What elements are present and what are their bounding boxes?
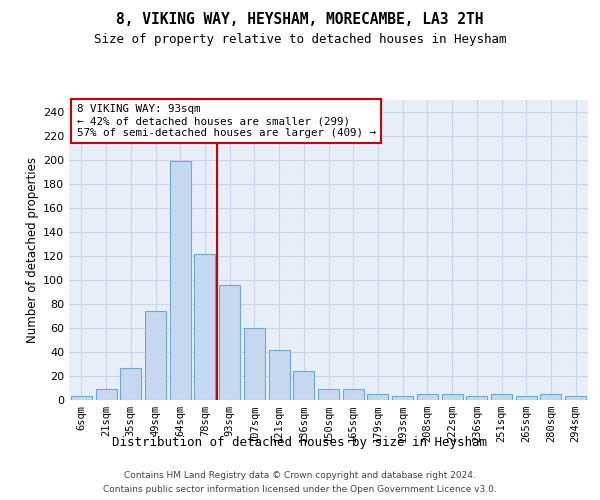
- Bar: [343, 389, 364, 400]
- Text: Size of property relative to detached houses in Heysham: Size of property relative to detached ho…: [94, 32, 506, 46]
- Bar: [194, 254, 215, 400]
- Bar: [120, 368, 141, 400]
- Bar: [318, 389, 339, 400]
- Text: 8, VIKING WAY, HEYSHAM, MORECAMBE, LA3 2TH: 8, VIKING WAY, HEYSHAM, MORECAMBE, LA3 2…: [116, 12, 484, 28]
- Bar: [244, 328, 265, 400]
- Bar: [71, 396, 92, 400]
- Bar: [293, 371, 314, 400]
- Y-axis label: Number of detached properties: Number of detached properties: [26, 157, 39, 343]
- Bar: [170, 161, 191, 400]
- Bar: [392, 396, 413, 400]
- Bar: [516, 396, 537, 400]
- Bar: [269, 350, 290, 400]
- Bar: [367, 394, 388, 400]
- Text: Contains HM Land Registry data © Crown copyright and database right 2024.: Contains HM Land Registry data © Crown c…: [124, 472, 476, 480]
- Bar: [442, 394, 463, 400]
- Bar: [491, 394, 512, 400]
- Bar: [417, 394, 438, 400]
- Text: 8 VIKING WAY: 93sqm
← 42% of detached houses are smaller (299)
57% of semi-detac: 8 VIKING WAY: 93sqm ← 42% of detached ho…: [77, 104, 376, 138]
- Bar: [565, 396, 586, 400]
- Text: Contains public sector information licensed under the Open Government Licence v3: Contains public sector information licen…: [103, 484, 497, 494]
- Bar: [541, 394, 562, 400]
- Bar: [95, 389, 116, 400]
- Bar: [219, 285, 240, 400]
- Bar: [145, 311, 166, 400]
- Text: Distribution of detached houses by size in Heysham: Distribution of detached houses by size …: [113, 436, 487, 449]
- Bar: [466, 396, 487, 400]
